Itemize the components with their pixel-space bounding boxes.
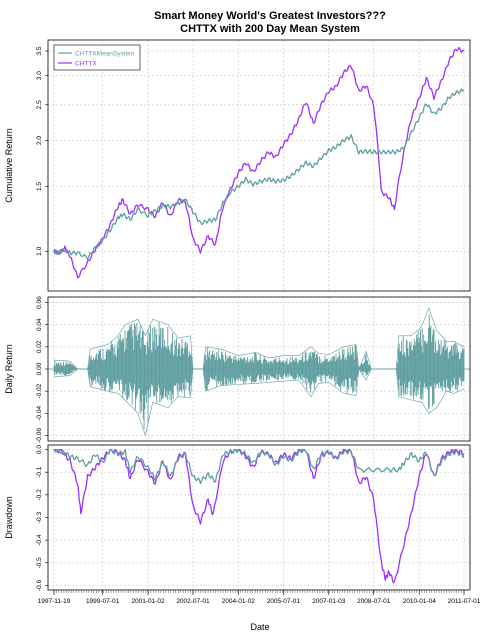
daily-return-ylabel: Daily Return — [4, 344, 14, 394]
ytick-label-cumulative-1: 1.5 — [36, 182, 43, 191]
ytick-label-daily-0: -0.06 — [36, 428, 43, 443]
ytick-label-daily-5: 0.04 — [36, 318, 43, 331]
x-tick-label-6: 2007-01-03 — [312, 598, 346, 605]
x-axis-label: Date — [250, 622, 269, 632]
daily-return-lower-envelope — [53, 368, 465, 437]
legend-box — [53, 44, 141, 71]
drawdown-line-CHTTXMeanSystem — [53, 448, 465, 485]
daily-return-upper-envelope — [53, 307, 465, 371]
cumulative-return-frame — [47, 39, 471, 292]
cumulative-return-panel: 1.0 1.5 2.0 2.5 3.0 3.5 Cumulative Return CHT… — [4, 39, 471, 292]
x-tick-label-8: 2010-01-04 — [403, 598, 437, 605]
x-axis: 1997-11-19 1999-07-01 2001-01-02 2002-07-01… — [38, 590, 481, 605]
ytick-label-daily-2: -0.02 — [36, 383, 43, 398]
x-tick-label-1: 1999-07-01 — [86, 598, 120, 605]
chart-subtitle: CHTTX with 200 Day Mean System — [180, 23, 360, 35]
ytick-label-cumulative-3: 2.5 — [36, 100, 43, 109]
legend-mean-system-label: CHTTXMeanSystem — [75, 51, 135, 58]
x-tick-label-0: 1997-11-19 — [38, 598, 71, 605]
x-tick-label-5: 2005-07-01 — [267, 598, 301, 605]
ytick-label-daily-1: -0.04 — [36, 406, 43, 421]
ytick-label-daily-3: 0.00 — [36, 362, 43, 375]
ytick-label-drawdown-6: -0.6 — [36, 579, 43, 591]
x-tick-label-4: 2004-01-02 — [222, 598, 256, 605]
daily-return-bars — [53, 314, 465, 429]
cumulative-return-ylabel: Cumulative Return — [4, 128, 14, 203]
ytick-label-drawdown-4: -0.4 — [36, 534, 43, 546]
ytick-label-drawdown-3: -0.3 — [36, 512, 43, 524]
x-tick-label-7: 2008-07-01 — [357, 598, 391, 605]
cumulative-line-CHTTX — [53, 46, 465, 279]
ytick-label-drawdown-2: -0.2 — [36, 489, 43, 501]
drawdown-ylabel: Drawdown — [4, 496, 14, 539]
daily-return-frame — [47, 296, 471, 442]
ytick-label-cumulative-2: 2.0 — [36, 136, 43, 145]
daily-return-panel: -0.06 -0.04 -0.02 0.00 0.02 0.04 0.06 Daily Re… — [4, 296, 471, 443]
ytick-label-daily-4: 0.02 — [36, 340, 43, 353]
drawdown-line-CHTTX — [53, 448, 465, 584]
drawdown-panel: 0.0 -0.1 -0.2 -0.3 -0.4 -0.5 -0.6 Drawdown — [4, 444, 471, 591]
legend-chttx-label: CHTTX — [75, 61, 97, 68]
ytick-label-drawdown-1: -0.1 — [36, 466, 43, 478]
ytick-label-cumulative-5: 3.5 — [36, 46, 43, 55]
legend: CHTTXMeanSystem CHTTX — [53, 44, 141, 71]
x-tick-label-9: 2011-07-01 — [448, 598, 481, 605]
ytick-label-cumulative-4: 3.0 — [36, 71, 43, 80]
drawdown-frame — [47, 444, 471, 591]
ytick-label-cumulative-0: 1.0 — [36, 246, 43, 255]
x-tick-label-3: 2002-07-01 — [176, 598, 210, 605]
cumulative-line-CHTTXMeanSystem — [53, 88, 465, 261]
x-tick-label-2: 2001-01-02 — [131, 598, 165, 605]
ytick-label-daily-6: 0.06 — [36, 296, 43, 309]
chart-title: Smart Money World's Greatest Investors??… — [154, 10, 386, 22]
ytick-label-drawdown-0: 0.0 — [36, 445, 43, 454]
ytick-label-drawdown-5: -0.5 — [36, 557, 43, 569]
